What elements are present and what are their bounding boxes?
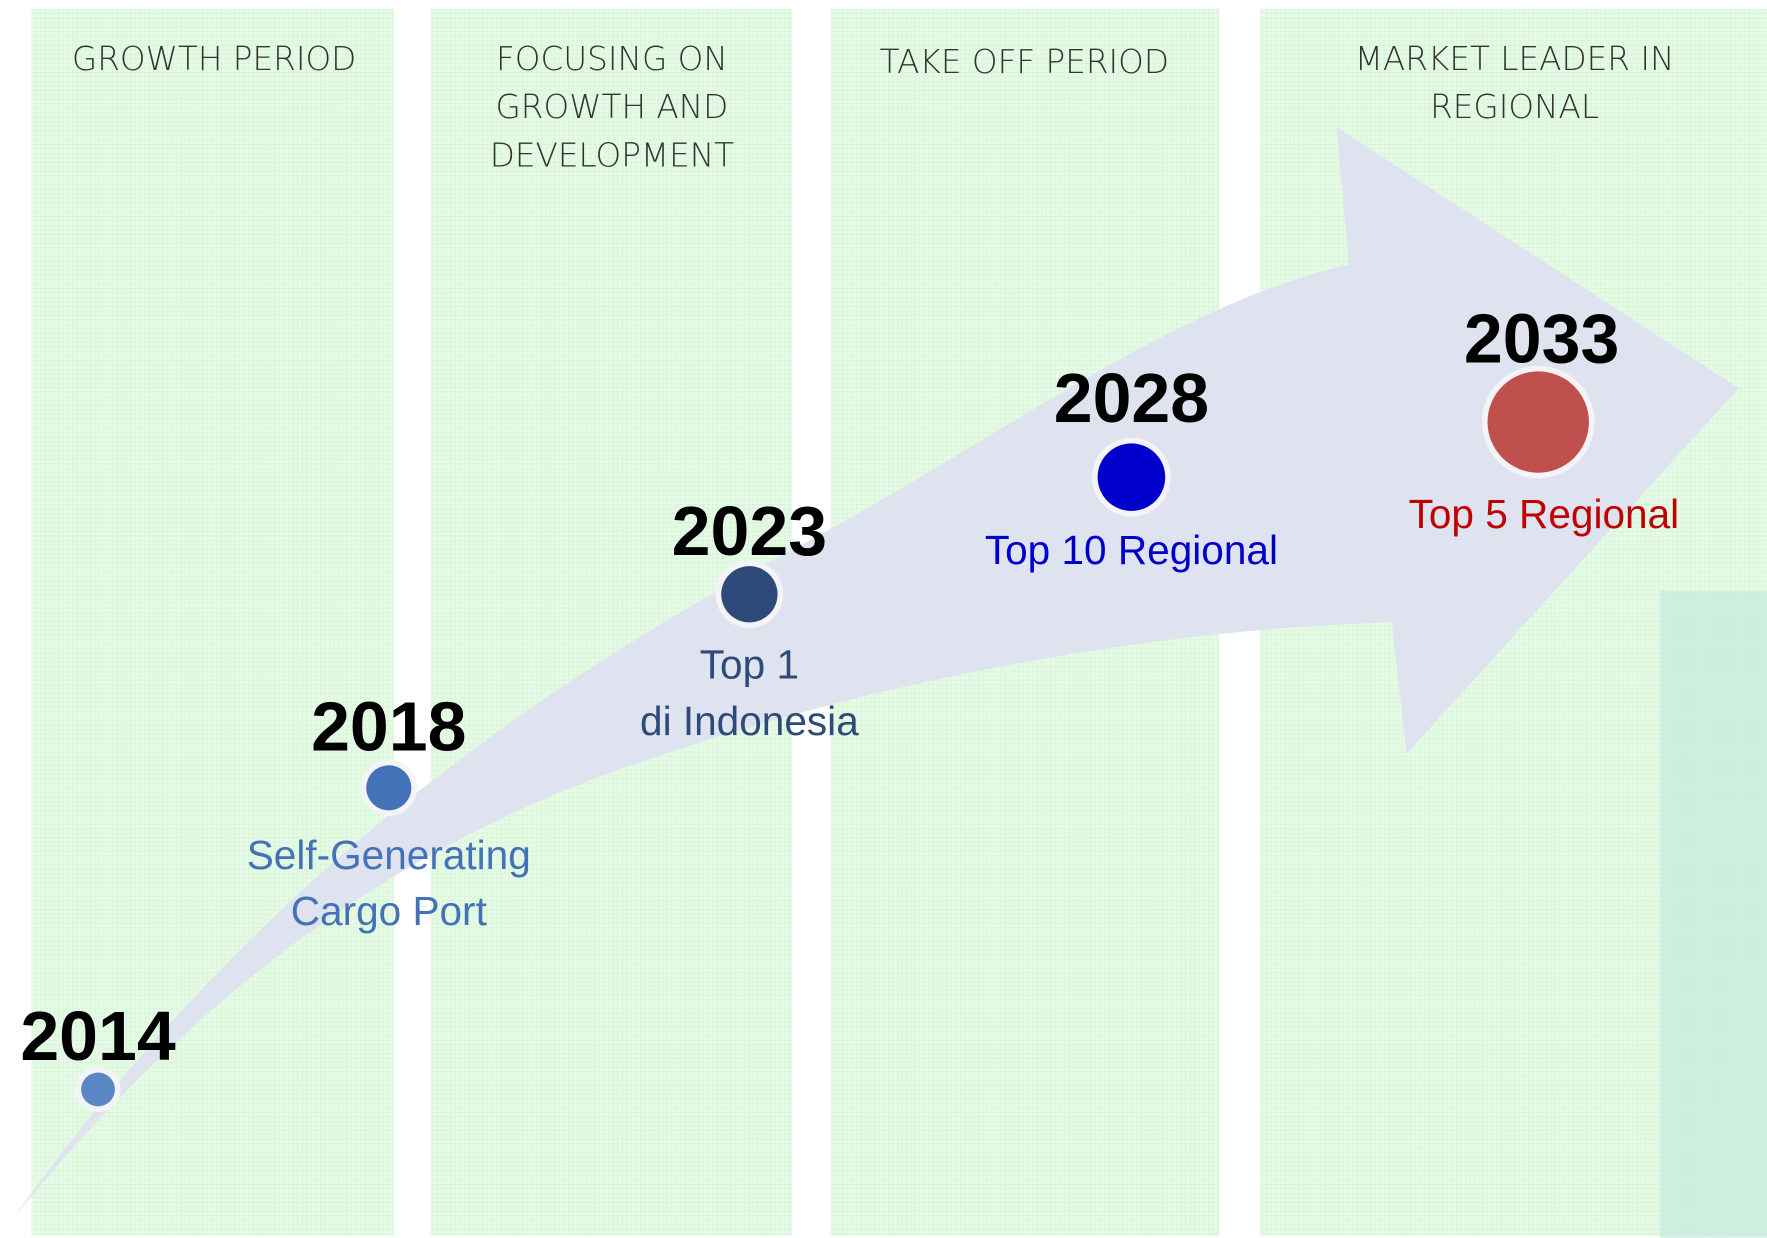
milestone-dot	[366, 765, 412, 811]
milestone-dot	[1097, 443, 1166, 511]
milestone-label: Top 1	[700, 642, 799, 688]
partial-logo	[1659, 590, 1767, 1238]
column-title: FOCUSING ON	[496, 40, 728, 78]
growth-arrow	[13, 127, 1739, 1218]
column-title: DEVELOPMENT	[490, 137, 734, 175]
milestone-dot	[1487, 371, 1589, 473]
milestone-label: di Indonesia	[640, 698, 859, 744]
milestone-dot	[721, 566, 778, 623]
milestone-dot	[81, 1072, 115, 1107]
milestone-year: 2023	[672, 492, 827, 570]
milestone-year: 2033	[1464, 299, 1619, 377]
column-title: REGIONAL	[1430, 88, 1599, 126]
milestone-year: 2028	[1054, 359, 1209, 437]
content: GROWTH PERIOD FOCUSING ON GROWTH AND DEVELO…	[20, 40, 1679, 1112]
column-title: GROWTH PERIOD	[72, 40, 356, 78]
milestone-label: Cargo Port	[291, 888, 487, 934]
column-title: GROWTH AND	[495, 88, 728, 126]
column-title: MARKET LEADER IN	[1355, 40, 1675, 78]
milestone-label: Top 10 Regional	[985, 527, 1278, 573]
milestone-label: Self-Generating	[247, 832, 531, 878]
milestone-year: 2014	[20, 997, 176, 1075]
column-title: TAKE OFF PERIOD	[880, 43, 1169, 81]
milestone-label: Top 5 Regional	[1409, 491, 1680, 537]
column-bg	[31, 9, 395, 1236]
milestone-year: 2018	[311, 688, 466, 766]
